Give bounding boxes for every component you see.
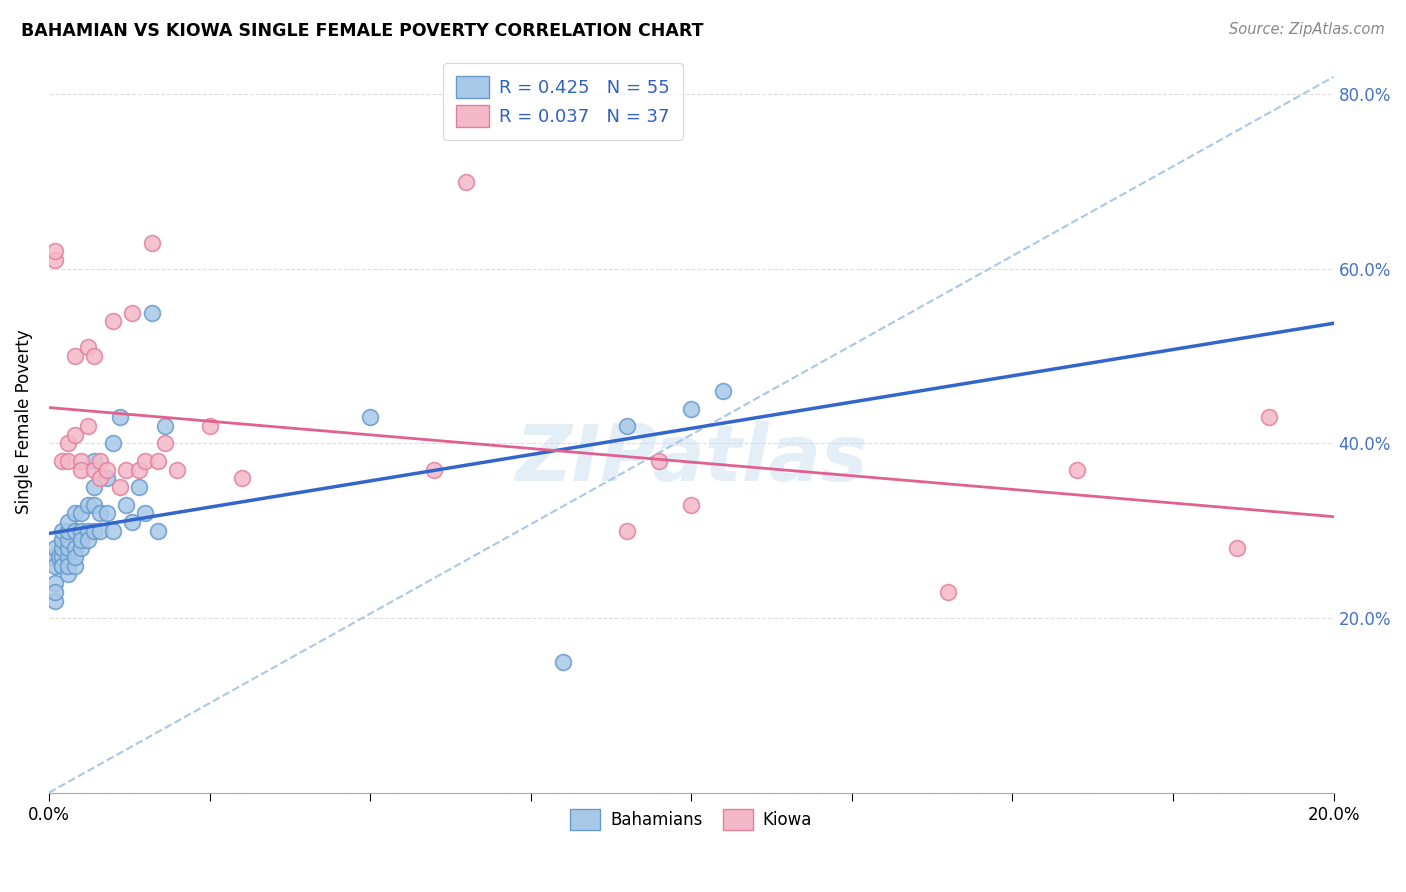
Legend: Bahamians, Kiowa: Bahamians, Kiowa <box>564 803 818 837</box>
Point <box>58 533 80 547</box>
Point <box>83 480 105 494</box>
Point <box>134 506 156 520</box>
Point <box>44 244 66 259</box>
Point <box>681 498 703 512</box>
Point <box>63 558 86 573</box>
Point <box>63 541 86 556</box>
Point <box>551 655 574 669</box>
Point <box>44 253 66 268</box>
Point <box>115 498 138 512</box>
Point <box>63 506 86 520</box>
Text: ZIPatlas: ZIPatlas <box>515 421 868 497</box>
Point <box>89 524 111 538</box>
Point <box>616 524 638 538</box>
Point <box>76 533 98 547</box>
Point <box>70 506 93 520</box>
Point <box>121 305 143 319</box>
Point <box>44 593 66 607</box>
Point <box>51 549 73 564</box>
Point <box>63 524 86 538</box>
Point <box>76 419 98 434</box>
Point <box>51 533 73 547</box>
Point <box>51 558 73 573</box>
Point <box>76 341 98 355</box>
Point <box>128 480 150 494</box>
Point <box>76 498 98 512</box>
Point <box>1258 410 1281 425</box>
Point <box>141 305 163 319</box>
Point <box>70 463 93 477</box>
Point <box>198 419 221 434</box>
Point <box>153 419 176 434</box>
Point <box>76 524 98 538</box>
Point <box>231 471 253 485</box>
Y-axis label: Single Female Poverty: Single Female Poverty <box>15 329 32 514</box>
Point <box>44 585 66 599</box>
Point <box>44 576 66 591</box>
Point <box>51 454 73 468</box>
Point <box>58 541 80 556</box>
Point <box>70 524 93 538</box>
Point <box>456 175 478 189</box>
Point <box>58 454 80 468</box>
Point <box>103 436 125 450</box>
Point <box>70 533 93 547</box>
Point <box>70 541 93 556</box>
Point <box>48 549 70 564</box>
Text: Source: ZipAtlas.com: Source: ZipAtlas.com <box>1229 22 1385 37</box>
Point <box>83 524 105 538</box>
Point <box>70 454 93 468</box>
Point <box>83 454 105 468</box>
Point <box>96 471 118 485</box>
Point <box>153 436 176 450</box>
Point <box>648 454 671 468</box>
Point <box>96 463 118 477</box>
Point <box>51 558 73 573</box>
Point <box>936 585 959 599</box>
Point <box>83 349 105 363</box>
Point <box>83 498 105 512</box>
Point <box>108 410 131 425</box>
Point <box>134 454 156 468</box>
Point <box>51 524 73 538</box>
Text: BAHAMIAN VS KIOWA SINGLE FEMALE POVERTY CORRELATION CHART: BAHAMIAN VS KIOWA SINGLE FEMALE POVERTY … <box>21 22 703 40</box>
Point <box>89 506 111 520</box>
Point <box>115 463 138 477</box>
Point <box>58 567 80 582</box>
Point <box>58 436 80 450</box>
Point <box>146 454 169 468</box>
Point <box>58 558 80 573</box>
Point <box>1226 541 1249 556</box>
Point <box>359 410 381 425</box>
Point <box>128 463 150 477</box>
Point <box>83 463 105 477</box>
Point <box>63 427 86 442</box>
Point <box>108 480 131 494</box>
Point <box>63 349 86 363</box>
Point <box>616 419 638 434</box>
Point <box>1066 463 1088 477</box>
Point <box>41 549 63 564</box>
Point <box>63 549 86 564</box>
Point <box>121 515 143 529</box>
Point <box>423 463 446 477</box>
Point <box>44 541 66 556</box>
Point <box>44 558 66 573</box>
Point <box>146 524 169 538</box>
Point <box>713 384 735 398</box>
Point <box>166 463 188 477</box>
Point <box>58 524 80 538</box>
Point <box>89 454 111 468</box>
Point <box>58 515 80 529</box>
Point <box>51 541 73 556</box>
Point <box>141 235 163 250</box>
Point <box>103 314 125 328</box>
Point <box>58 549 80 564</box>
Point <box>89 471 111 485</box>
Point <box>96 506 118 520</box>
Point <box>681 401 703 416</box>
Point <box>103 524 125 538</box>
